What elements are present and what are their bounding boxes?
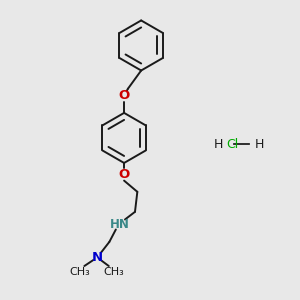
Text: H: H [214,138,224,151]
Text: H: H [254,138,264,151]
Text: O: O [118,168,130,181]
Text: HN: HN [110,218,130,231]
Text: CH₃: CH₃ [69,267,90,277]
Text: CH₃: CH₃ [103,267,124,277]
Text: N: N [92,251,103,264]
Text: O: O [118,89,130,102]
Text: Cl: Cl [226,138,238,151]
